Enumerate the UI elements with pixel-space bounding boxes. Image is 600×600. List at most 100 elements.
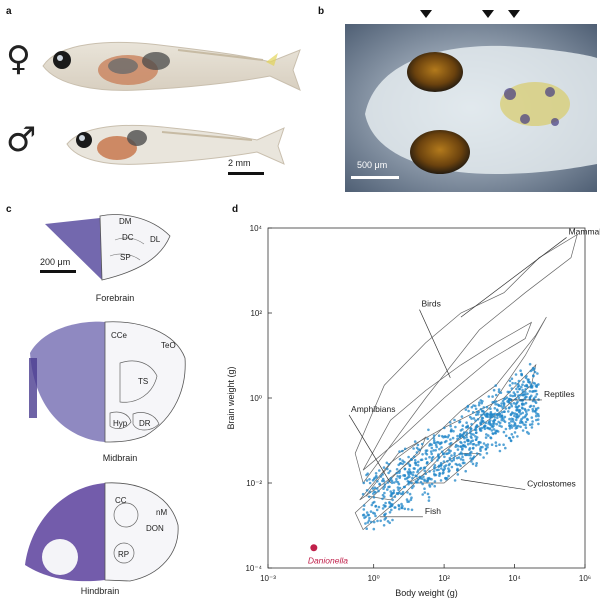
- data-point: [370, 503, 374, 507]
- data-point: [534, 389, 538, 393]
- data-point: [482, 412, 486, 416]
- data-point: [432, 449, 435, 452]
- data-point: [525, 410, 528, 414]
- data-point: [376, 480, 379, 483]
- data-point: [396, 486, 400, 489]
- data-point: [530, 423, 534, 426]
- x-tick-label: 10⁰: [368, 574, 380, 583]
- data-point: [407, 473, 411, 477]
- data-point: [514, 405, 518, 409]
- data-point: [377, 489, 380, 493]
- data-point: [491, 395, 494, 398]
- data-point: [511, 394, 515, 398]
- data-point: [459, 440, 462, 444]
- male-symbol: ♂: [6, 120, 37, 160]
- data-point: [475, 413, 478, 416]
- data-point: [382, 524, 386, 527]
- data-point: [528, 396, 532, 400]
- data-point: [386, 467, 389, 471]
- fish-photo-male: [66, 124, 285, 165]
- region-label-RP: RP: [118, 550, 129, 559]
- data-point: [474, 419, 477, 422]
- data-point: [363, 516, 366, 520]
- data-point: [406, 470, 410, 474]
- data-point: [490, 415, 493, 419]
- data-point: [502, 443, 505, 446]
- data-point: [392, 481, 396, 484]
- danionella-label: Danionella: [308, 556, 348, 566]
- data-point: [500, 416, 504, 420]
- data-point: [381, 507, 385, 510]
- data-point: [477, 443, 480, 446]
- data-point: [375, 487, 379, 490]
- data-point: [395, 477, 398, 481]
- data-point: [362, 481, 366, 485]
- data-point: [535, 412, 538, 415]
- data-point: [439, 441, 443, 445]
- data-point: [463, 440, 466, 444]
- arrowhead-2: [482, 10, 494, 18]
- data-point: [396, 475, 399, 478]
- data-point: [514, 382, 517, 385]
- data-point: [439, 464, 443, 467]
- data-point: [521, 402, 524, 405]
- data-point: [532, 405, 536, 408]
- data-point: [391, 518, 394, 522]
- region-label-DON: DON: [146, 524, 164, 533]
- data-point: [383, 513, 386, 517]
- data-point: [533, 400, 537, 403]
- data-point: [516, 390, 519, 394]
- data-point: [410, 481, 413, 485]
- data-point: [522, 423, 526, 426]
- data-point: [505, 396, 509, 399]
- data-point: [419, 466, 423, 470]
- data-point: [479, 422, 483, 426]
- data-point: [524, 390, 527, 394]
- data-point: [369, 520, 373, 524]
- x-tick-label: 10⁻³: [260, 574, 276, 583]
- data-point: [428, 455, 431, 459]
- x-tick-label: 10²: [438, 574, 450, 583]
- data-point: [522, 380, 525, 384]
- data-point: [461, 455, 464, 459]
- data-point: [387, 463, 391, 466]
- data-point: [455, 456, 459, 460]
- data-point: [479, 407, 483, 411]
- data-point: [494, 444, 498, 448]
- data-point: [416, 464, 420, 467]
- data-point: [507, 410, 510, 413]
- data-point: [536, 372, 539, 375]
- data-point: [374, 514, 377, 518]
- data-point: [435, 468, 439, 472]
- data-point: [485, 405, 489, 409]
- data-point: [472, 433, 475, 436]
- data-point: [388, 505, 392, 509]
- data-point: [515, 413, 519, 417]
- data-point: [410, 508, 414, 512]
- data-point: [471, 439, 475, 442]
- data-point: [516, 385, 520, 388]
- data-point: [442, 460, 446, 463]
- data-point: [468, 431, 472, 435]
- data-point: [409, 498, 413, 502]
- data-point: [398, 457, 402, 461]
- data-point: [529, 385, 533, 389]
- data-point: [398, 474, 402, 478]
- data-point: [520, 385, 523, 389]
- data-point: [500, 411, 504, 414]
- data-point: [479, 441, 482, 444]
- data-point: [529, 369, 533, 373]
- data-point: [512, 424, 516, 427]
- data-point: [437, 456, 440, 460]
- data-point: [427, 496, 431, 499]
- data-point: [427, 428, 430, 432]
- data-point: [494, 400, 498, 403]
- data-point: [432, 439, 436, 442]
- data-point: [452, 458, 455, 462]
- data-point: [456, 468, 459, 472]
- data-point: [403, 507, 407, 511]
- data-point: [494, 429, 498, 433]
- data-point: [517, 394, 520, 397]
- data-point: [395, 468, 399, 471]
- data-point: [381, 473, 384, 476]
